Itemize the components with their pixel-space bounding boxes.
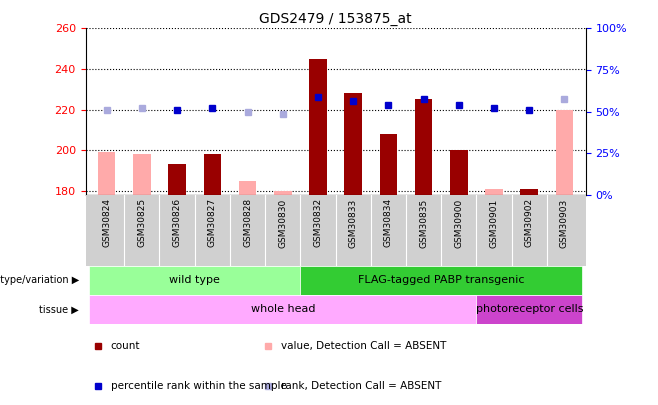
Bar xyxy=(274,191,291,195)
Text: value, Detection Call = ABSENT: value, Detection Call = ABSENT xyxy=(280,341,446,351)
Bar xyxy=(89,295,476,324)
Text: GSM30828: GSM30828 xyxy=(243,198,252,247)
Bar xyxy=(239,181,257,195)
Bar xyxy=(300,266,582,295)
Bar xyxy=(89,266,300,295)
Text: photoreceptor cells: photoreceptor cells xyxy=(476,305,583,314)
Text: GSM30901: GSM30901 xyxy=(490,198,499,247)
Text: GSM30833: GSM30833 xyxy=(349,198,358,247)
Bar xyxy=(380,134,397,195)
Bar xyxy=(556,109,573,195)
Bar xyxy=(309,59,327,195)
Text: GSM30830: GSM30830 xyxy=(278,198,288,247)
Text: GSM30834: GSM30834 xyxy=(384,198,393,247)
Text: GSM30903: GSM30903 xyxy=(560,198,569,247)
Text: GSM30832: GSM30832 xyxy=(313,198,322,247)
Bar xyxy=(476,295,582,324)
Text: GSM30826: GSM30826 xyxy=(172,198,182,247)
Text: GSM30825: GSM30825 xyxy=(138,198,146,247)
Bar xyxy=(203,154,221,195)
Text: count: count xyxy=(111,341,140,351)
Text: genotype/variation ▶: genotype/variation ▶ xyxy=(0,275,79,285)
Text: whole head: whole head xyxy=(251,305,315,314)
Text: GSM30835: GSM30835 xyxy=(419,198,428,247)
Text: GSM30902: GSM30902 xyxy=(525,198,534,247)
Bar xyxy=(133,154,151,195)
Bar xyxy=(168,164,186,195)
Text: FLAG-tagged PABP transgenic: FLAG-tagged PABP transgenic xyxy=(358,275,524,285)
Bar xyxy=(485,189,503,195)
Text: percentile rank within the sample: percentile rank within the sample xyxy=(111,381,286,390)
Text: GSM30900: GSM30900 xyxy=(454,198,463,247)
Text: tissue ▶: tissue ▶ xyxy=(39,305,79,314)
Bar xyxy=(98,152,115,195)
Text: rank, Detection Call = ABSENT: rank, Detection Call = ABSENT xyxy=(280,381,441,390)
Bar xyxy=(415,99,432,195)
Text: wild type: wild type xyxy=(169,275,220,285)
Title: GDS2479 / 153875_at: GDS2479 / 153875_at xyxy=(259,12,412,26)
Text: GSM30827: GSM30827 xyxy=(208,198,217,247)
Bar xyxy=(520,189,538,195)
Text: GSM30824: GSM30824 xyxy=(102,198,111,247)
Bar xyxy=(450,150,468,195)
Bar xyxy=(344,93,362,195)
